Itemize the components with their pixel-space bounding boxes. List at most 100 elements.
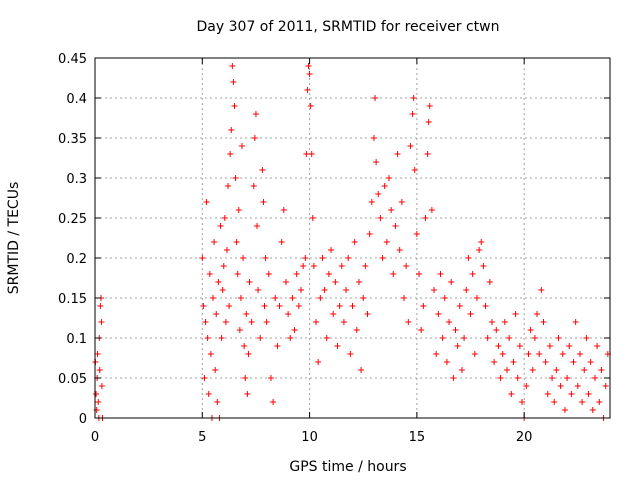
data-point bbox=[568, 391, 575, 397]
data-point bbox=[229, 63, 236, 69]
data-point bbox=[321, 287, 328, 293]
data-point bbox=[238, 143, 245, 149]
data-point bbox=[413, 231, 420, 237]
data-point bbox=[587, 359, 594, 365]
data-point bbox=[377, 215, 384, 221]
data-point bbox=[529, 367, 536, 373]
data-point bbox=[579, 399, 586, 405]
data-point bbox=[282, 279, 289, 285]
data-point bbox=[385, 175, 392, 181]
data-point bbox=[340, 319, 347, 325]
data-point bbox=[540, 319, 547, 325]
data-point bbox=[345, 255, 352, 261]
data-point bbox=[398, 199, 405, 205]
x-tick-label: 5 bbox=[198, 430, 206, 445]
data-point bbox=[295, 303, 302, 309]
data-point bbox=[570, 359, 577, 365]
y-tick-label: 0.3 bbox=[66, 172, 87, 187]
x-tick-label: 10 bbox=[301, 430, 318, 445]
data-point bbox=[401, 295, 407, 301]
data-point bbox=[392, 223, 399, 229]
data-point bbox=[476, 247, 483, 253]
data-point bbox=[236, 327, 243, 333]
data-point bbox=[289, 295, 296, 301]
data-point bbox=[98, 383, 105, 389]
data-point bbox=[508, 391, 515, 397]
data-point bbox=[225, 183, 232, 189]
data-point bbox=[231, 103, 238, 109]
data-point bbox=[495, 343, 502, 349]
data-point bbox=[383, 239, 390, 245]
data-point bbox=[478, 239, 485, 245]
data-point bbox=[276, 303, 283, 309]
data-point bbox=[454, 343, 461, 349]
data-point bbox=[214, 399, 221, 405]
data-point bbox=[441, 295, 448, 301]
data-point bbox=[302, 255, 309, 261]
data-point bbox=[516, 343, 523, 349]
data-point bbox=[531, 335, 538, 341]
data-point bbox=[426, 103, 433, 109]
data-point bbox=[514, 375, 521, 381]
data-point bbox=[219, 287, 226, 293]
data-point bbox=[461, 335, 468, 341]
data-point bbox=[98, 319, 105, 325]
y-tick-label: 0.25 bbox=[58, 212, 87, 227]
data-point bbox=[96, 367, 103, 373]
data-point bbox=[542, 359, 549, 365]
data-point bbox=[336, 303, 343, 309]
grid bbox=[95, 58, 610, 418]
data-point bbox=[596, 399, 603, 405]
data-point bbox=[388, 207, 395, 213]
data-point bbox=[235, 207, 242, 213]
data-point bbox=[217, 223, 224, 229]
data-point bbox=[456, 303, 463, 309]
data-point bbox=[583, 335, 590, 341]
data-point bbox=[267, 375, 274, 381]
data-point bbox=[274, 343, 281, 349]
data-point bbox=[574, 383, 581, 389]
data-point bbox=[373, 159, 380, 165]
data-point bbox=[212, 367, 219, 373]
data-point bbox=[244, 391, 251, 397]
data-point bbox=[469, 271, 476, 277]
data-point bbox=[372, 95, 379, 101]
data-point bbox=[497, 375, 504, 381]
data-point bbox=[480, 263, 487, 269]
data-point bbox=[285, 311, 292, 317]
data-point bbox=[471, 351, 478, 357]
data-point bbox=[546, 343, 553, 349]
data-point bbox=[420, 303, 427, 309]
y-tick-label: 0.1 bbox=[66, 332, 87, 347]
data-point bbox=[425, 119, 432, 125]
data-point bbox=[330, 311, 337, 317]
data-point bbox=[396, 247, 403, 253]
y-axis-title: SRMTID / TECUs bbox=[6, 182, 22, 295]
data-point bbox=[304, 87, 311, 93]
data-point bbox=[278, 239, 285, 245]
data-point bbox=[338, 263, 345, 269]
data-point bbox=[246, 279, 253, 285]
data-point bbox=[227, 151, 234, 157]
data-point bbox=[381, 183, 388, 189]
data-point bbox=[493, 327, 500, 333]
data-point bbox=[446, 319, 453, 325]
data-point bbox=[233, 239, 240, 245]
data-point bbox=[499, 351, 506, 357]
data-point bbox=[300, 263, 307, 269]
data-point bbox=[437, 271, 444, 277]
data-point bbox=[204, 335, 211, 341]
y-tick-label: 0.05 bbox=[58, 372, 87, 387]
data-point bbox=[234, 271, 241, 277]
y-tick-label: 0.4 bbox=[66, 92, 87, 107]
data-point bbox=[201, 375, 208, 381]
data-point bbox=[379, 255, 386, 261]
data-point bbox=[293, 271, 300, 277]
data-point bbox=[265, 271, 272, 277]
data-point bbox=[221, 215, 228, 221]
data-point bbox=[223, 247, 230, 253]
data-point bbox=[210, 295, 217, 301]
data-point bbox=[251, 135, 258, 141]
data-point bbox=[218, 335, 225, 341]
